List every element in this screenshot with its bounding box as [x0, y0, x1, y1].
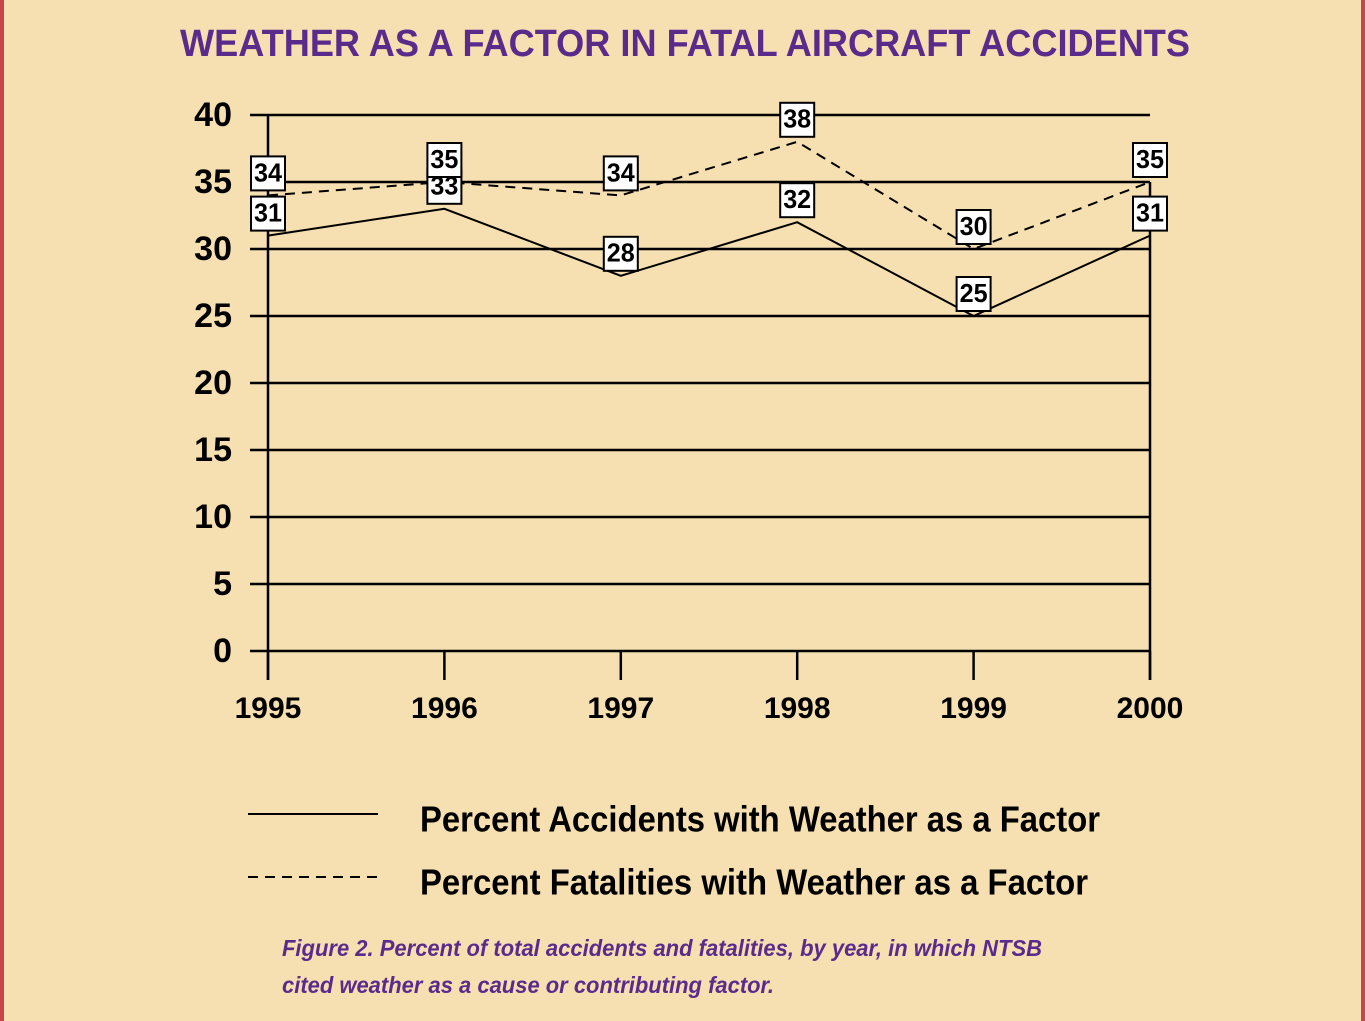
caption: Figure 2. Percent of total accidents and… [282, 935, 1042, 961]
y-tick-label: 0 [213, 632, 232, 670]
x-tick-label: 1995 [235, 692, 302, 725]
y-tick-label: 25 [194, 297, 232, 335]
data-label: 38 [783, 104, 811, 134]
data-label-box [602, 235, 639, 272]
data-label-box [1132, 195, 1168, 232]
data-label: 31 [1136, 197, 1164, 227]
data-label: 25 [960, 278, 988, 308]
caption: cited weather as a cause or contributing… [282, 972, 774, 998]
data-label: 35 [1136, 144, 1164, 174]
x-tick-label: 1998 [764, 692, 831, 725]
data-label-box [250, 155, 286, 192]
x-tick-label: 2000 [1117, 692, 1184, 725]
data-label-box [779, 182, 816, 219]
data-label: 31 [254, 197, 282, 227]
data-label: 32 [783, 184, 811, 214]
data-label-box [602, 155, 639, 192]
data-label: 30 [960, 211, 988, 241]
y-tick-label: 20 [194, 364, 232, 402]
y-tick-label: 5 [213, 565, 232, 603]
chart-title: WEATHER AS A FACTOR IN FATAL AIRCRAFT AC… [180, 23, 1190, 65]
data-label: 34 [254, 157, 283, 187]
y-tick-label: 10 [194, 498, 232, 536]
data-label-box [250, 195, 286, 232]
data-label-box [955, 276, 992, 312]
legend-label: Percent Accidents with Weather as a Fact… [420, 799, 1100, 840]
data-label: 35 [430, 144, 458, 174]
y-tick-label: 40 [194, 96, 232, 134]
data-label: 28 [607, 238, 635, 268]
y-tick-label: 15 [194, 431, 232, 469]
data-label-box [426, 142, 463, 178]
y-tick-label: 30 [194, 230, 232, 268]
data-label: 34 [607, 157, 636, 187]
legend-label: Percent Fatalities with Weather as a Fac… [420, 862, 1088, 903]
x-tick-label: 1999 [940, 692, 1007, 725]
data-label-box [779, 101, 816, 138]
y-tick-label: 35 [194, 163, 232, 201]
series-line [267, 140, 1151, 251]
data-label-box [955, 209, 992, 245]
x-tick-label: 1996 [411, 692, 478, 725]
data-label-box [1132, 142, 1168, 178]
series-line [267, 207, 1151, 318]
x-tick-label: 1997 [587, 692, 654, 725]
